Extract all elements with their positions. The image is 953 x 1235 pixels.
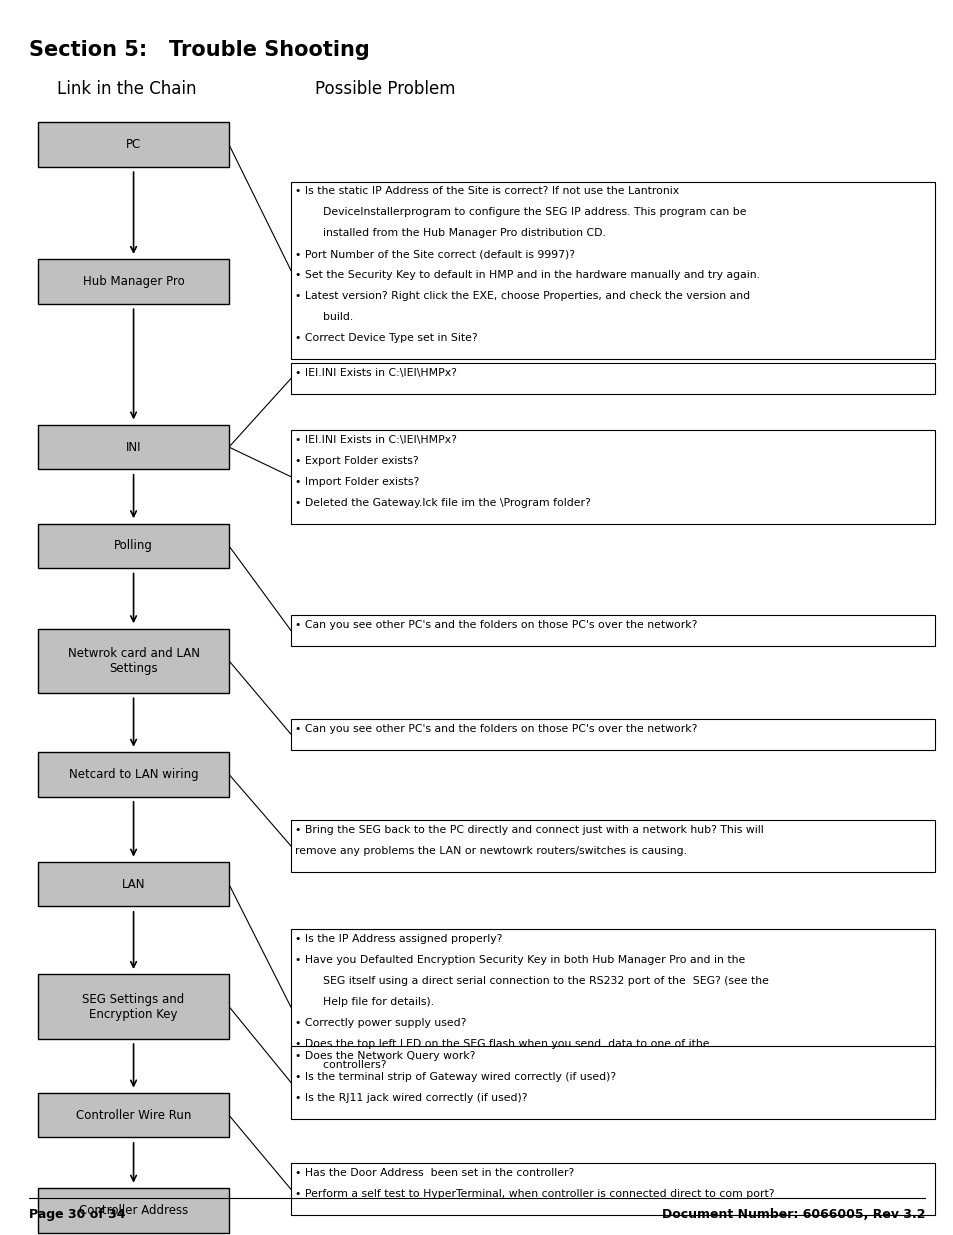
Text: • Can you see other PC's and the folders on those PC's over the network?: • Can you see other PC's and the folders… [294, 620, 697, 630]
Text: SEG itself using a direct serial connection to the RS232 port of the  SEG? (see : SEG itself using a direct serial connect… [294, 976, 768, 986]
FancyBboxPatch shape [38, 122, 229, 167]
Text: Controller Address: Controller Address [79, 1204, 188, 1216]
FancyBboxPatch shape [38, 1093, 229, 1137]
FancyBboxPatch shape [38, 862, 229, 906]
Text: • Does the top left LED on the SEG flash when you send  data to one of ithe: • Does the top left LED on the SEG flash… [294, 1039, 708, 1049]
FancyBboxPatch shape [291, 182, 934, 359]
Text: • Perform a self test to HyperTerminal, when controller is connected direct to c: • Perform a self test to HyperTerminal, … [294, 1189, 774, 1199]
FancyBboxPatch shape [291, 363, 934, 394]
Text: • Have you Defaulted Encryption Security Key in both Hub Manager Pro and in the: • Have you Defaulted Encryption Security… [294, 955, 744, 965]
Text: installed from the Hub Manager Pro distribution CD.: installed from the Hub Manager Pro distr… [294, 228, 605, 238]
Text: Controller Wire Run: Controller Wire Run [76, 1109, 191, 1121]
Text: • Can you see other PC's and the folders on those PC's over the network?: • Can you see other PC's and the folders… [294, 724, 697, 734]
Text: Possible Problem: Possible Problem [314, 80, 455, 99]
Text: Netcard to LAN wiring: Netcard to LAN wiring [69, 768, 198, 781]
Text: • IEI.INI Exists in C:\IEI\HMPx?: • IEI.INI Exists in C:\IEI\HMPx? [294, 435, 456, 445]
Text: remove any problems the LAN or newtowrk routers/switches is causing.: remove any problems the LAN or newtowrk … [294, 846, 686, 856]
Text: • Does the Network Query work?: • Does the Network Query work? [294, 1051, 475, 1061]
Text: Netwrok card and LAN
Settings: Netwrok card and LAN Settings [68, 647, 199, 674]
Text: Section 5:   Trouble Shooting: Section 5: Trouble Shooting [29, 40, 369, 59]
FancyBboxPatch shape [291, 820, 934, 872]
Text: Help file for details).: Help file for details). [294, 997, 434, 1007]
Text: build.: build. [294, 312, 353, 322]
Text: LAN: LAN [122, 878, 145, 890]
Text: INI: INI [126, 441, 141, 453]
Text: DeviceInstallerprogram to configure the SEG IP address. This program can be: DeviceInstallerprogram to configure the … [294, 207, 745, 217]
FancyBboxPatch shape [291, 615, 934, 646]
FancyBboxPatch shape [291, 1163, 934, 1215]
FancyBboxPatch shape [38, 1188, 229, 1233]
Text: • Import Folder exists?: • Import Folder exists? [294, 477, 418, 487]
Text: Hub Manager Pro: Hub Manager Pro [83, 275, 184, 288]
Text: • Is the static IP Address of the Site is correct? If not use the Lantronix: • Is the static IP Address of the Site i… [294, 186, 679, 196]
Text: SEG Settings and
Encryption Key: SEG Settings and Encryption Key [82, 993, 185, 1020]
Text: Link in the Chain: Link in the Chain [57, 80, 196, 99]
FancyBboxPatch shape [38, 425, 229, 469]
FancyBboxPatch shape [38, 259, 229, 304]
FancyBboxPatch shape [291, 430, 934, 524]
Text: • Bring the SEG back to the PC directly and connect just with a network hub? Thi: • Bring the SEG back to the PC directly … [294, 825, 762, 835]
FancyBboxPatch shape [38, 752, 229, 797]
FancyBboxPatch shape [291, 719, 934, 750]
FancyBboxPatch shape [38, 524, 229, 568]
FancyBboxPatch shape [38, 629, 229, 693]
Text: • Port Number of the Site correct (default is 9997)?: • Port Number of the Site correct (defau… [294, 249, 575, 259]
Text: • Deleted the Gateway.lck file im the \Program folder?: • Deleted the Gateway.lck file im the \P… [294, 498, 590, 508]
Text: Polling: Polling [114, 540, 152, 552]
Text: PC: PC [126, 138, 141, 151]
Text: • Export Folder exists?: • Export Folder exists? [294, 456, 418, 466]
FancyBboxPatch shape [291, 929, 934, 1086]
Text: • Is the RJ11 jack wired correctly (if used)?: • Is the RJ11 jack wired correctly (if u… [294, 1093, 527, 1103]
Text: controllers?: controllers? [294, 1060, 386, 1070]
Text: • Correct Device Type set in Site?: • Correct Device Type set in Site? [294, 333, 476, 343]
Text: • Is the IP Address assigned properly?: • Is the IP Address assigned properly? [294, 934, 501, 944]
FancyBboxPatch shape [38, 974, 229, 1039]
Text: Page 30 of 34: Page 30 of 34 [29, 1208, 125, 1221]
Text: Document Number: 6066005, Rev 3.2: Document Number: 6066005, Rev 3.2 [661, 1208, 924, 1221]
FancyBboxPatch shape [291, 1046, 934, 1119]
Text: • Has the Door Address  been set in the controller?: • Has the Door Address been set in the c… [294, 1168, 574, 1178]
Text: • Correctly power supply used?: • Correctly power supply used? [294, 1018, 466, 1028]
Text: • Latest version? Right click the EXE, choose Properties, and check the version : • Latest version? Right click the EXE, c… [294, 291, 749, 301]
Text: • Set the Security Key to default in HMP and in the hardware manually and try ag: • Set the Security Key to default in HMP… [294, 270, 759, 280]
Text: • Is the terminal strip of Gateway wired correctly (if used)?: • Is the terminal strip of Gateway wired… [294, 1072, 616, 1082]
Text: • IEI.INI Exists in C:\IEI\HMPx?: • IEI.INI Exists in C:\IEI\HMPx? [294, 368, 456, 378]
